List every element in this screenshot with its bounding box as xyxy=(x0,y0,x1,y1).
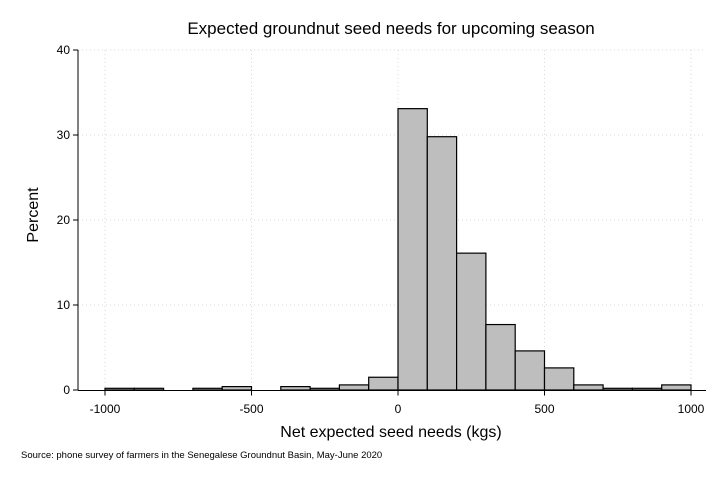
histogram-bar xyxy=(280,386,311,391)
bars xyxy=(104,108,692,391)
x-tick-label: -500 xyxy=(239,402,263,416)
histogram-bar xyxy=(221,386,253,391)
y-tick-label: 0 xyxy=(63,383,70,397)
x-axis-ticks: -1000 -500 0 500 1000 xyxy=(90,390,705,416)
x-tick-label: 0 xyxy=(395,402,402,416)
histogram-bar xyxy=(368,376,399,391)
gridlines xyxy=(78,49,706,390)
y-axis-ticks: 0 10 20 30 40 xyxy=(57,43,78,397)
histogram-bar xyxy=(573,384,604,391)
histogram-bar xyxy=(104,387,135,391)
y-tick-label: 40 xyxy=(57,43,71,57)
source-note: Source: phone survey of farmers in the S… xyxy=(21,450,382,461)
histogram-bar xyxy=(133,387,165,391)
histogram-bar xyxy=(661,384,692,391)
histogram-bar xyxy=(456,252,487,391)
histogram-bar xyxy=(485,323,516,391)
histogram-bar xyxy=(426,136,458,391)
y-tick-label: 20 xyxy=(57,213,71,227)
histogram-bar xyxy=(602,387,633,391)
histogram-bar xyxy=(397,108,428,391)
histogram-bar xyxy=(514,350,546,391)
x-tick-label: 500 xyxy=(534,402,554,416)
histogram-bar xyxy=(543,367,575,391)
histogram-bar xyxy=(338,384,370,391)
histogram-bar xyxy=(631,387,663,391)
histogram-bar xyxy=(309,387,341,391)
x-tick-label: 1000 xyxy=(678,402,705,416)
x-tick-label: -1000 xyxy=(90,402,121,416)
y-tick-label: 30 xyxy=(57,128,71,142)
histogram-bar xyxy=(192,387,223,391)
chart-title: Expected groundnut seed needs for upcomi… xyxy=(187,19,594,38)
x-axis-label: Net expected seed needs (kgs) xyxy=(280,424,501,441)
y-axis-label: Percent xyxy=(25,187,42,243)
y-tick-label: 10 xyxy=(57,298,71,312)
